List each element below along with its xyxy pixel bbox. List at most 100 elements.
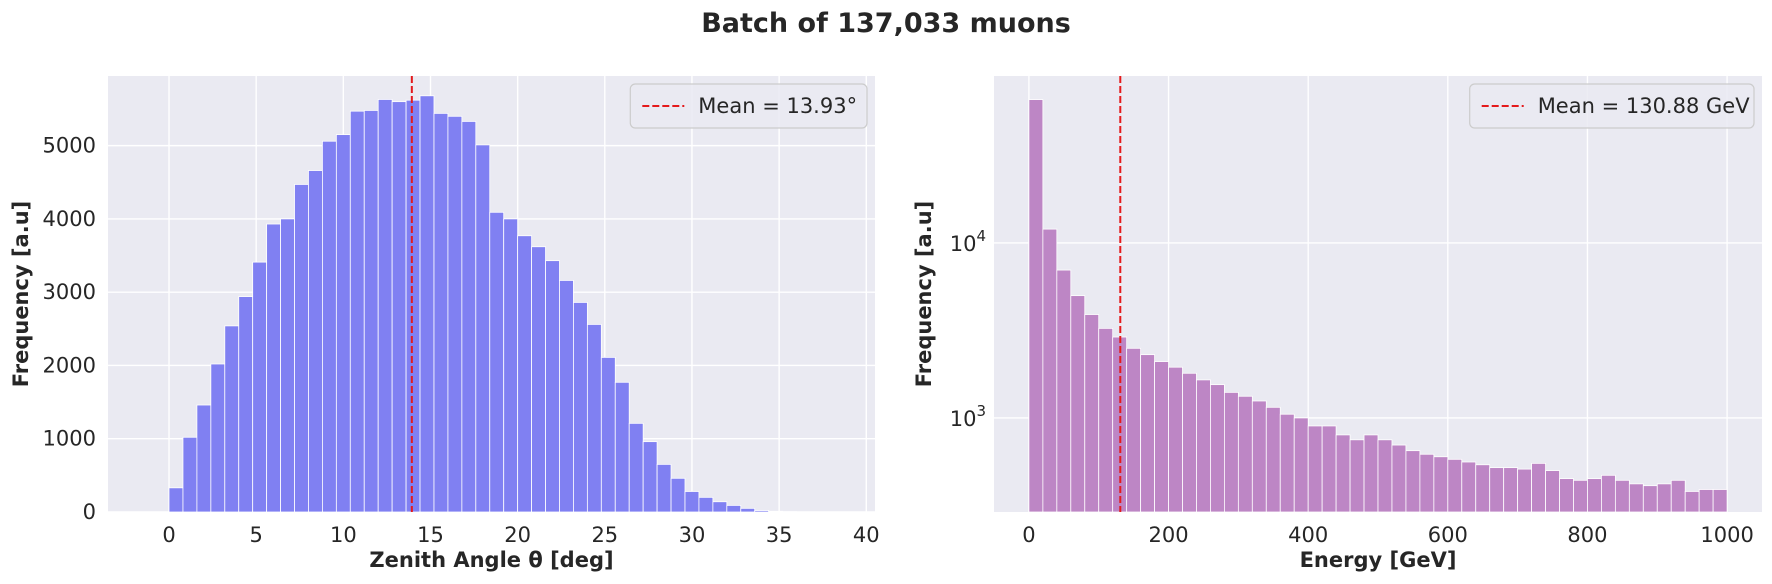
histogram-bar [1140,354,1155,513]
y-tick-label: 4000 [43,207,96,231]
histogram-bar [1545,470,1560,513]
histogram-bar [461,121,477,513]
histogram-bar [1028,99,1044,513]
histogram-bar [1321,425,1337,513]
legend-box [1469,83,1755,129]
histogram-bar [1042,228,1058,513]
histogram-bar [1349,439,1365,513]
histogram-bar [614,381,630,513]
y-tick-label: 3000 [43,280,96,304]
x-tick-label: 0 [1022,523,1035,547]
histogram-bar [224,325,240,513]
x-tick-label: 10 [330,523,357,547]
histogram-bar [1587,478,1602,513]
energy-histogram: 0 200 400 600 800 1000 103 104 Energy [GeV] Frequ… [912,76,1762,572]
x-tick-label: 0 [162,523,175,547]
histogram-bar [489,211,505,513]
x-tick-label: 600 [1428,523,1468,547]
histogram-bar [1503,467,1519,513]
legend: Mean = 130.88 GeV [1469,83,1755,129]
y-tick-label: 1000 [43,427,96,451]
x-tick-label: 1000 [1700,523,1753,547]
x-tick-label: 35 [766,523,793,547]
histogram-bar [419,95,435,513]
histogram-bar [335,134,351,513]
histogram-bar [1573,479,1588,513]
histogram-bar [1279,413,1295,513]
histogram-bar [726,505,742,513]
y-tick-label: 103 [950,402,986,431]
legend-box [629,83,868,129]
histogram-bar [642,441,658,513]
histogram-bar [1712,489,1728,513]
y-axis-label: Frequency [a.u] [912,201,936,388]
histogram-bar [1405,450,1421,513]
histogram-bar [266,223,281,513]
x-axis-label: Energy [GeV] [1300,548,1457,572]
histogram-bar [684,491,700,513]
zenith-angle-histogram: 0 5 10 15 20 25 30 35 40 0 1000 2000 3000 4000 5000 Zen… [9,76,880,572]
histogram-bar [196,404,212,513]
histogram-bar [1419,453,1435,513]
x-tick-label: 40 [853,523,880,547]
histogram-bar [503,218,519,513]
legend: Mean = 13.93° [629,83,868,129]
histogram-bar [1293,417,1309,513]
histogram-bar [447,115,463,513]
histogram-bar [586,324,602,513]
y-tick-label: 104 [950,227,986,256]
histogram-bar [1084,314,1100,513]
histogram-bar [1391,444,1407,513]
histogram-bar [308,170,323,513]
legend-label: Mean = 130.88 GeV [1538,94,1751,118]
x-tick-label: 200 [1148,523,1188,547]
histogram-bar [1601,474,1616,513]
histogram-bar [182,436,198,513]
histogram-bar [1447,458,1463,513]
histogram-bar [252,261,268,513]
histogram-bar [349,110,365,513]
histogram-bar [1377,439,1393,513]
x-tick-label: 20 [504,523,531,547]
x-tick-label: 400 [1288,523,1328,547]
histogram-bar [1698,489,1714,513]
histogram-bar [1112,336,1128,513]
histogram-bar [1056,269,1072,513]
histogram-bar [1126,347,1142,513]
histogram-bar [1196,379,1211,513]
histogram-bar [670,477,686,513]
histogram-bar [377,99,393,513]
histogram-bar [322,140,337,513]
histogram-bar [1182,372,1197,513]
histogram-bar [294,184,309,513]
histogram-bar [656,463,672,513]
histogram-bar [1070,295,1086,513]
histogram-bar [768,510,784,513]
histogram-bar [1656,483,1672,513]
histogram-bar [1684,491,1700,513]
histogram-bar [1517,468,1532,513]
histogram-bar [475,144,491,513]
histogram-bar [1531,462,1546,513]
histogram-bar [1475,464,1491,513]
histogram-bar [712,501,728,513]
histogram-bar [1614,479,1630,513]
histogram-bar [405,99,421,513]
histogram-bar [1433,456,1449,513]
histogram-bar [698,496,714,513]
x-tick-label: 25 [591,523,618,547]
histogram-bar [545,260,560,513]
histogram-bar [628,422,644,513]
histogram-bar [391,101,407,513]
histogram-bar [363,110,379,513]
histogram-bar [210,363,226,513]
histogram-bar [1363,434,1379,513]
x-axis-label: Zenith Angle θ [deg] [369,548,613,572]
histogram-bar [168,487,184,513]
histogram-bar [280,218,295,513]
histogram-bar [559,280,574,513]
figure-title: Batch of 137,033 muons [701,8,1071,39]
x-tick-label: 5 [249,523,262,547]
x-tick-label: 15 [417,523,444,547]
